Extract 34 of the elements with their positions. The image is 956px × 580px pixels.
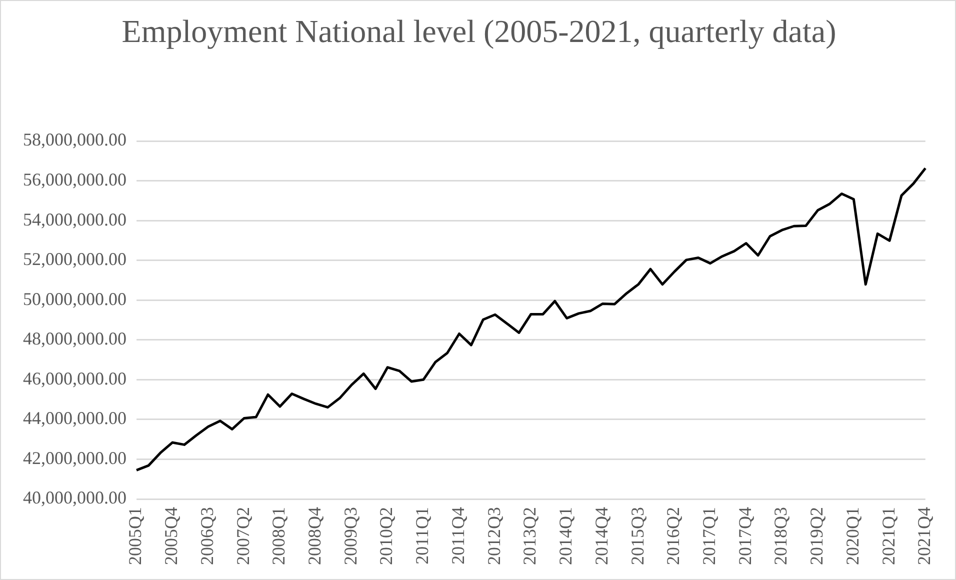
x-tick-label: 2006Q3 (196, 507, 217, 565)
y-tick-label: 40,000,000.00 (23, 488, 126, 508)
y-tick-label: 46,000,000.00 (23, 368, 126, 388)
y-tick-label: 52,000,000.00 (23, 249, 126, 270)
x-tick-label: 2019Q2 (806, 507, 827, 565)
x-tick-label: 2017Q4 (734, 507, 755, 565)
x-tick-label: 2008Q4 (304, 507, 325, 565)
x-tick-label: 2014Q4 (591, 507, 612, 565)
x-tick-label: 2008Q1 (268, 507, 289, 565)
x-tick-label: 2013Q2 (520, 507, 540, 565)
x-tick-label: 2020Q1 (842, 507, 862, 565)
x-tick-label: 2015Q3 (627, 507, 648, 565)
x-tick-label: 2016Q2 (663, 507, 684, 565)
x-tick-label: 2005Q4 (161, 507, 182, 565)
y-tick-label: 56,000,000.00 (23, 170, 126, 190)
x-tick-label: 2021Q4 (914, 507, 934, 565)
chart-title: Employment National level (2005-2021, quarterly data) (120, 12, 838, 51)
x-tick-label: 2007Q2 (232, 507, 253, 565)
x-tick-label: 2009Q3 (340, 507, 360, 565)
x-tick-label: 2011Q1 (412, 507, 432, 564)
x-tick-label: 2021Q1 (878, 507, 898, 565)
x-tick-label: 2005Q1 (125, 507, 146, 565)
x-tick-label: 2014Q1 (556, 507, 576, 565)
y-tick-label: 54,000,000.00 (23, 209, 126, 230)
y-tick-label: 42,000,000.00 (23, 448, 126, 468)
x-tick-label: 2010Q2 (376, 507, 396, 565)
x-tick-label: 2011Q4 (448, 507, 468, 564)
x-tick-label: 2017Q1 (698, 507, 719, 565)
y-tick-label: 58,000,000.00 (23, 130, 126, 150)
x-tick-label: 2018Q3 (770, 507, 791, 565)
y-tick-label: 48,000,000.00 (23, 328, 126, 349)
y-tick-label: 50,000,000.00 (23, 288, 126, 309)
x-tick-label: 2012Q3 (484, 507, 504, 565)
y-tick-label: 44,000,000.00 (23, 408, 126, 428)
